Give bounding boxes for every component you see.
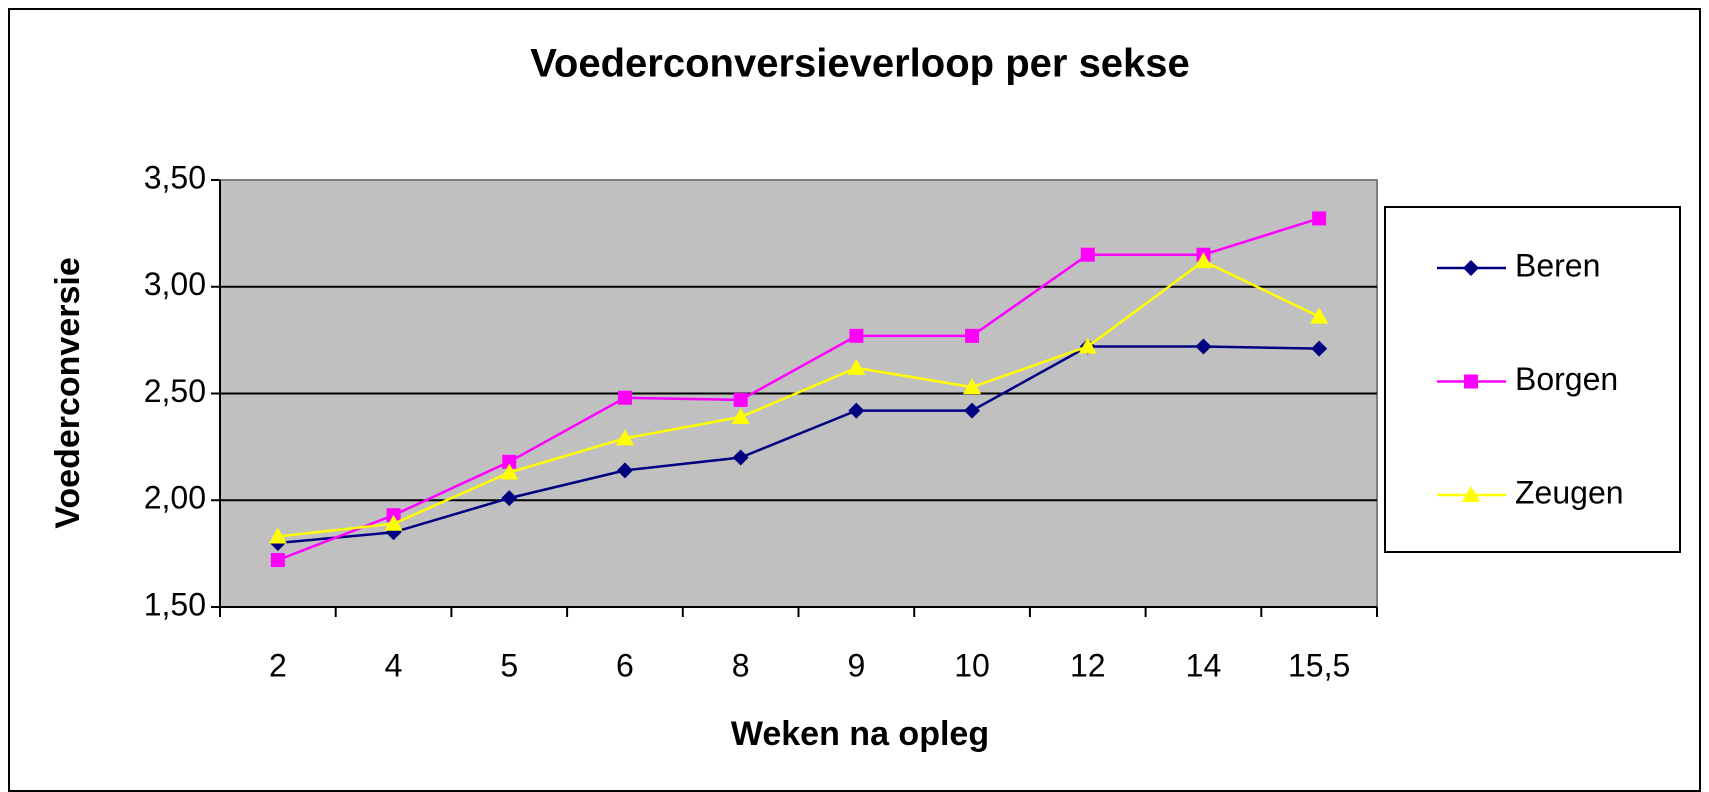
marker (965, 328, 980, 343)
marker (1078, 337, 1097, 354)
marker (615, 429, 634, 446)
x-tick-label: 14 (1186, 647, 1222, 683)
marker (731, 407, 750, 424)
marker (268, 527, 287, 544)
marker (502, 454, 517, 469)
series-line (277, 259, 1320, 538)
marker (849, 328, 864, 343)
legend-box (1384, 206, 1681, 553)
x-tick-label: 12 (1070, 647, 1106, 683)
y-tick-label: 2,00 (144, 480, 206, 516)
x-tick-label: 5 (500, 647, 518, 683)
x-axis-label: Weken na opleg (731, 715, 989, 753)
x-tick-label: 10 (954, 647, 990, 683)
x-tick-label: 8 (732, 647, 750, 683)
marker (270, 553, 285, 568)
marker (1463, 260, 1479, 276)
x-tick-label: 4 (385, 647, 403, 683)
marker (616, 462, 633, 479)
x-tick-label: 15,5 (1288, 647, 1350, 683)
marker (1080, 247, 1095, 262)
marker (1195, 338, 1212, 355)
y-tick-label: 2,50 (144, 373, 206, 409)
series-line (277, 217, 1320, 562)
marker (964, 402, 981, 419)
legend-label: Zeugen (1515, 474, 1624, 510)
y-tick-label: 1,50 (144, 586, 206, 622)
marker (1310, 307, 1329, 324)
marker (732, 449, 749, 466)
marker (501, 490, 518, 507)
series-line (277, 345, 1320, 545)
marker (500, 463, 519, 480)
chart-title: Voederconversieverloop per sekse (530, 42, 1190, 86)
x-tick-label: 9 (847, 647, 865, 683)
marker (1194, 252, 1213, 269)
marker (963, 378, 982, 395)
marker (384, 514, 403, 531)
marker (617, 390, 632, 405)
marker (1311, 340, 1328, 357)
x-tick-label: 6 (616, 647, 634, 683)
marker (1464, 374, 1478, 389)
marker (733, 392, 748, 407)
x-tick-label: 2 (269, 647, 287, 683)
legend-label: Beren (1515, 247, 1600, 283)
marker (1312, 211, 1327, 226)
y-axis-label: Voederconversie (49, 257, 87, 529)
y-tick-label: 3,50 (144, 159, 206, 195)
marker (848, 402, 865, 419)
legend-label: Borgen (1515, 361, 1618, 397)
marker (1462, 486, 1480, 502)
marker (847, 358, 866, 375)
y-tick-label: 3,00 (144, 266, 206, 302)
